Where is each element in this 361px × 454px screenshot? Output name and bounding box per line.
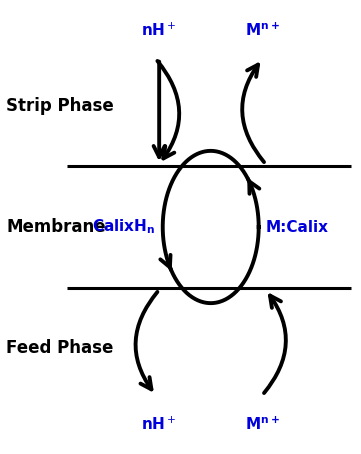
Text: M:Calix: M:Calix: [266, 219, 329, 235]
Text: nH$^+$: nH$^+$: [142, 415, 177, 433]
Text: nH$^+$: nH$^+$: [142, 21, 177, 39]
Text: M$^\mathregular{n+}$: M$^\mathregular{n+}$: [245, 415, 280, 433]
Text: Membrane: Membrane: [6, 218, 106, 236]
Text: M$^\mathregular{n+}$: M$^\mathregular{n+}$: [245, 21, 280, 39]
Text: CalixH$_\mathregular{n}$: CalixH$_\mathregular{n}$: [92, 217, 156, 237]
Text: Strip Phase: Strip Phase: [6, 97, 114, 115]
Text: Feed Phase: Feed Phase: [6, 339, 114, 357]
